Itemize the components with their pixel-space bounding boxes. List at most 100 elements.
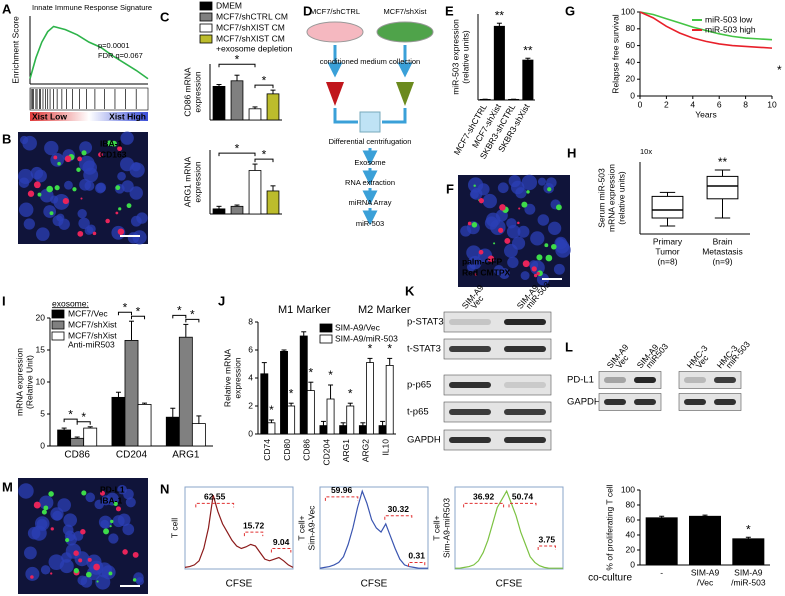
nucleus bbox=[122, 523, 135, 536]
stain-label: IBA-1 bbox=[100, 138, 122, 148]
stain-spot bbox=[106, 140, 113, 147]
bar bbox=[111, 396, 126, 447]
y-axis-label: expression bbox=[192, 71, 202, 112]
blot-band bbox=[449, 346, 491, 352]
y-axis-label: % of proliferating T cell bbox=[604, 484, 614, 570]
nucleus bbox=[25, 566, 40, 581]
nucleus bbox=[58, 218, 70, 230]
y-axis-label: Serum miR-503 bbox=[596, 168, 606, 228]
stain-spot bbox=[76, 167, 81, 172]
nucleus bbox=[78, 217, 90, 230]
y-axis-label: mRNA expression bbox=[14, 348, 24, 416]
x-axis-label: CFSE bbox=[361, 579, 388, 590]
y-axis-label: Sim-A9-Vec bbox=[306, 505, 316, 551]
gate bbox=[384, 515, 413, 520]
legend-label: Anti-miR503 bbox=[68, 339, 115, 349]
stain-spot bbox=[536, 271, 540, 276]
blot-band bbox=[449, 319, 491, 325]
nucleus bbox=[547, 221, 562, 235]
x-tick-label: (n=8) bbox=[657, 256, 677, 266]
nucleus bbox=[86, 224, 96, 234]
stain-spot bbox=[547, 187, 552, 192]
stain-spot bbox=[73, 550, 79, 556]
blot-band bbox=[504, 382, 546, 388]
significance-label: * bbox=[289, 386, 294, 400]
bar bbox=[57, 429, 72, 447]
legend-label: MCF7/Vec bbox=[68, 308, 108, 318]
y-axis-label: (Relative Unit) bbox=[24, 355, 34, 409]
significance-bracket bbox=[131, 315, 146, 320]
stain-spot bbox=[551, 243, 557, 250]
stain-spot bbox=[111, 140, 117, 147]
stain-spot bbox=[27, 190, 35, 197]
bar bbox=[385, 364, 394, 435]
gate-label: 15.72 bbox=[243, 520, 265, 530]
stain-spot bbox=[81, 490, 87, 496]
nucleus bbox=[530, 231, 545, 246]
bar bbox=[346, 405, 355, 435]
nucleus bbox=[506, 224, 521, 239]
nucleus bbox=[510, 180, 525, 195]
nucleus bbox=[80, 575, 93, 588]
nucleus bbox=[520, 271, 530, 281]
diagram-step: conditioned medium collection bbox=[320, 57, 420, 66]
y-axis-label: T cell+ bbox=[296, 515, 306, 540]
gate-label: 62.55 bbox=[204, 492, 226, 502]
significance-bracket bbox=[76, 421, 91, 425]
y-tick-label: 40 bbox=[626, 529, 636, 539]
nucleus bbox=[64, 180, 73, 190]
gate bbox=[195, 502, 235, 508]
stain-spot bbox=[478, 249, 484, 255]
stain-spot bbox=[105, 218, 110, 224]
line-series bbox=[639, 11, 773, 49]
blot-band bbox=[504, 437, 546, 443]
bar bbox=[280, 350, 288, 435]
annotation: p=0.0001 bbox=[98, 41, 130, 50]
blot-row-label: GAPDH bbox=[567, 397, 601, 408]
stain-spot bbox=[96, 580, 99, 583]
panel-letter: L bbox=[565, 339, 573, 354]
line-series bbox=[29, 25, 149, 80]
chart-title: Innate Immune Response Signature bbox=[32, 3, 152, 12]
stain-label: IBA-1 bbox=[100, 495, 122, 505]
y-axis-label: miR-503 expression bbox=[450, 19, 460, 95]
panel-letter: H bbox=[567, 145, 576, 160]
nucleus bbox=[503, 243, 518, 258]
panel-letter: B bbox=[2, 131, 11, 146]
nucleus bbox=[18, 202, 34, 217]
bar bbox=[366, 362, 374, 435]
y-tick-label: 60 bbox=[626, 40, 636, 50]
legend-label: miR-503 high bbox=[705, 24, 756, 34]
stain-label: CD163 bbox=[100, 149, 127, 159]
stain-spot bbox=[109, 525, 112, 528]
x-axis-label: Years bbox=[695, 109, 716, 119]
nucleus bbox=[129, 186, 143, 200]
legend-swatch bbox=[199, 12, 213, 22]
stain-spot bbox=[499, 204, 506, 211]
bar bbox=[124, 339, 139, 447]
stain-spot bbox=[87, 557, 92, 562]
significance-label: * bbox=[81, 410, 86, 424]
diagram-step: miRNA Array bbox=[349, 198, 392, 207]
y-tick-label: 0 bbox=[40, 440, 45, 450]
blot-row-label: p-p65 bbox=[407, 380, 431, 391]
significance-label: ** bbox=[495, 8, 505, 22]
nucleus bbox=[121, 180, 134, 193]
bar bbox=[212, 208, 226, 215]
bar bbox=[266, 190, 280, 215]
nucleus bbox=[18, 483, 34, 499]
bar bbox=[645, 517, 678, 566]
stain-spot bbox=[57, 161, 61, 166]
bar bbox=[212, 86, 226, 121]
y-tick-label: 20 bbox=[36, 312, 46, 322]
bar bbox=[230, 205, 244, 215]
x-axis-label: CFSE bbox=[496, 579, 523, 590]
stain-spot bbox=[522, 260, 530, 268]
bar bbox=[83, 427, 98, 447]
histogram-curve bbox=[184, 495, 294, 568]
significance-label: * bbox=[262, 147, 267, 161]
diagram-label: MCF7/shCTRL bbox=[310, 7, 360, 16]
significance-label: * bbox=[235, 52, 240, 66]
y-axis-label: (relative units) bbox=[460, 30, 470, 84]
gate bbox=[408, 561, 426, 567]
